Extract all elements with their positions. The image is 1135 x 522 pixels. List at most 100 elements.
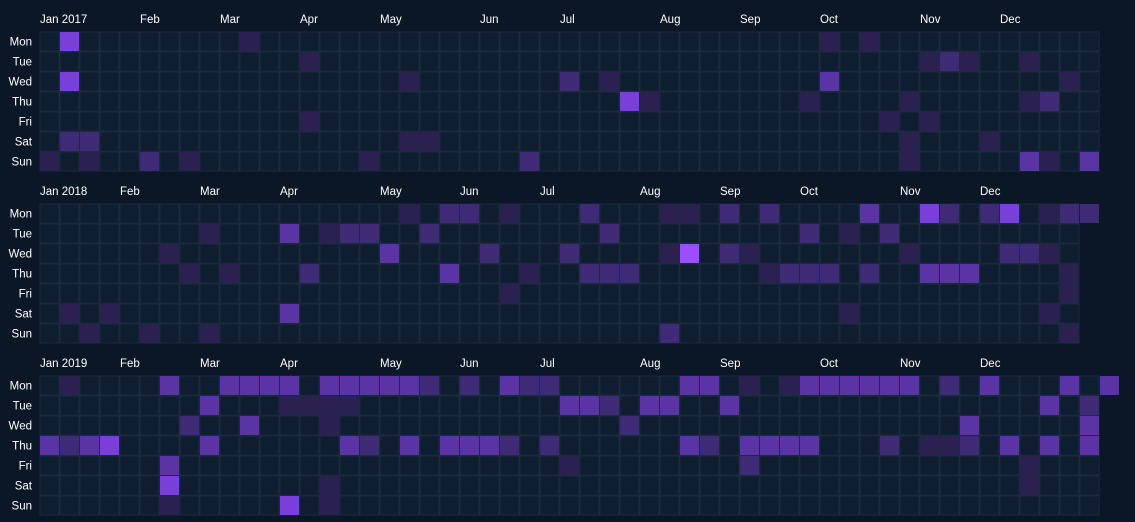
empty-cell [259,223,280,244]
empty-cell [999,151,1020,172]
empty-cell [319,323,340,344]
heatmap-cell [960,52,979,71]
day-label: Sat [15,309,33,321]
empty-cell [479,151,500,172]
empty-cell [859,283,880,304]
heatmap-cell [1060,284,1079,303]
empty-cell [919,31,940,52]
empty-cell [939,395,960,416]
empty-cell [879,283,900,304]
empty-cell [439,375,460,396]
heatmap-cell [60,376,79,395]
heatmap-cell [420,132,439,151]
empty-cell [879,131,900,152]
heatmap-cell [780,376,799,395]
heatmap-cell [860,204,879,223]
empty-cell [499,263,520,284]
empty-cell [359,455,380,476]
empty-cell [1019,395,1040,416]
empty-cell [419,203,440,224]
empty-cell [119,223,140,244]
empty-cell [859,455,880,476]
empty-cell [499,223,520,244]
heatmap-cell [1060,72,1079,91]
empty-cell [419,71,440,92]
month-label: Sep [740,14,760,26]
heatmap-cell [180,264,199,283]
empty-cell [739,91,760,112]
empty-cell [219,71,240,92]
empty-cell [839,71,860,92]
heatmap-cell [680,204,699,223]
heatmap-cell [780,436,799,455]
heatmap-cell [280,396,299,415]
empty-cell [979,223,1000,244]
empty-cell [779,151,800,172]
empty-cell [619,203,640,224]
empty-cell [1019,111,1040,132]
empty-cell [159,303,180,324]
heatmap-cell [920,52,939,71]
empty-cell [179,303,200,324]
day-label: Wed [9,77,32,89]
empty-cell [219,435,240,456]
empty-cell [219,223,240,244]
empty-cell [679,323,700,344]
empty-cell [1059,131,1080,152]
empty-cell [819,435,840,456]
heatmap-cell [880,436,899,455]
empty-cell [979,395,1000,416]
empty-cell [579,51,600,72]
empty-cell [719,111,740,132]
empty-cell [459,475,480,496]
month-label: Apr [280,358,298,370]
empty-cell [279,323,300,344]
empty-cell [199,283,220,304]
empty-cell [239,203,260,224]
empty-cell [399,223,420,244]
heatmap-cell [940,264,959,283]
empty-cell [719,475,740,496]
empty-cell [679,91,700,112]
empty-cell [179,203,200,224]
empty-cell [159,435,180,456]
empty-cell [979,455,1000,476]
empty-cell [759,375,780,396]
empty-cell [1019,71,1040,92]
empty-cell [259,455,280,476]
empty-cell [919,91,940,112]
heatmap-cell [100,436,119,455]
empty-cell [239,495,260,516]
day-label: Wed [9,421,32,433]
heatmap-cell [800,436,819,455]
empty-cell [879,475,900,496]
empty-cell [979,495,1000,516]
day-label: Tue [13,229,32,241]
empty-cell [399,475,420,496]
empty-cell [139,51,160,72]
empty-cell [319,51,340,72]
empty-cell [959,323,980,344]
empty-cell [79,31,100,52]
heatmap-cell [900,152,919,171]
empty-cell [139,303,160,324]
empty-cell [739,263,760,284]
empty-cell [319,243,340,264]
empty-cell [199,375,220,396]
empty-cell [459,455,480,476]
empty-cell [599,243,620,264]
heatmap-cell [160,476,179,495]
empty-cell [759,91,780,112]
month-label: Jan 2019 [40,358,87,370]
empty-cell [699,51,720,72]
empty-cell [619,475,640,496]
empty-cell [399,415,420,436]
empty-cell [639,263,660,284]
empty-cell [499,151,520,172]
heatmap-cell [580,396,599,415]
heatmap-cell [140,324,159,343]
empty-cell [699,243,720,264]
empty-cell [739,31,760,52]
heatmap-cell [920,264,939,283]
empty-cell [119,243,140,264]
